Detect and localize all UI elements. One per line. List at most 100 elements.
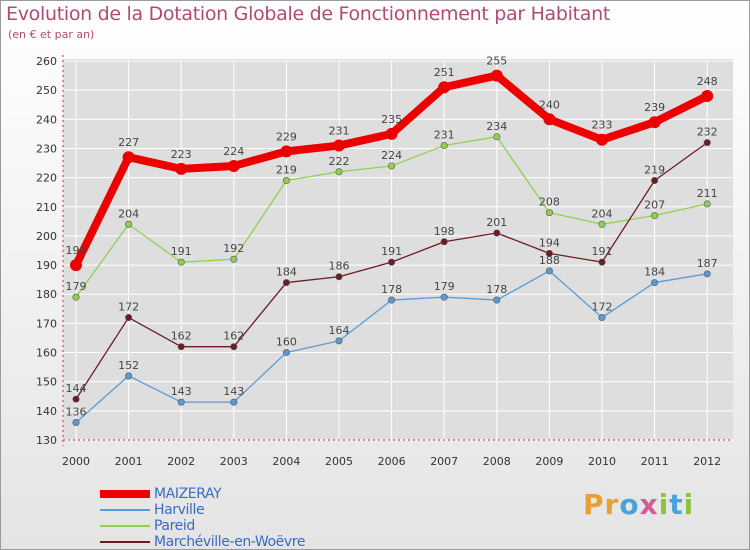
data-point [282,177,290,185]
data-label: 204 [118,207,139,220]
y-tick-label: 130 [36,434,57,447]
data-point [648,116,661,129]
y-tick-label: 230 [36,142,57,155]
data-point [175,162,188,175]
data-label: 248 [697,75,718,88]
x-tick-label: 2009 [535,455,563,468]
data-point [388,162,396,170]
y-tick-label: 160 [36,347,57,360]
data-point [385,127,398,140]
data-point [125,314,133,322]
data-label: 144 [66,382,87,395]
data-label: 162 [171,330,192,343]
data-point [493,296,501,304]
plot-area [63,59,733,440]
x-tick-label: 2004 [272,455,300,468]
data-point [122,151,135,164]
data-label: 227 [118,136,139,149]
x-tick-label: 2006 [378,455,406,468]
legend-label: MAIZERAY [154,486,222,502]
data-point [440,142,448,150]
y-tick-label: 220 [36,172,57,185]
data-point [703,200,711,208]
data-point [493,133,501,141]
data-label: 239 [644,101,665,114]
legend-swatch [100,490,150,498]
x-tick-label: 2007 [430,455,458,468]
data-point [230,343,238,351]
data-label: 178 [381,283,402,296]
x-tick-label: 2008 [483,455,511,468]
data-label: 231 [434,129,455,142]
data-label: 143 [223,385,244,398]
data-label: 187 [697,257,718,270]
data-label: 234 [486,120,507,133]
data-label: 201 [486,216,507,229]
y-tick-label: 180 [36,288,57,301]
data-point [651,177,659,185]
legend-item: Marchéville-en-Woëvre [100,534,305,550]
data-label: 191 [171,245,192,258]
y-tick-label: 240 [36,113,57,126]
x-tick-label: 2011 [641,455,669,468]
data-point [177,258,185,266]
data-point [230,255,238,263]
data-label: 240 [539,98,560,111]
data-label: 235 [381,113,402,126]
data-label: 160 [276,336,297,349]
data-label: 179 [66,280,87,293]
y-tick-label: 260 [36,55,57,68]
data-label: 190 [66,244,87,257]
data-point [545,209,553,217]
y-tick-label: 250 [36,84,57,97]
data-point [490,69,503,82]
y-tick-label: 170 [36,317,57,330]
data-label: 143 [171,385,192,398]
data-label: 222 [329,155,350,168]
data-label: 192 [223,242,244,255]
data-point [333,139,345,152]
data-label: 172 [118,301,139,314]
legend-label: Harville [154,502,205,518]
data-point [701,89,714,102]
data-label: 224 [381,149,402,162]
data-point [598,258,606,266]
data-label: 186 [329,260,350,273]
data-label: 229 [276,130,297,143]
data-label: 211 [697,187,718,200]
y-tick-label: 210 [36,201,57,214]
data-label: 172 [592,301,613,314]
x-tick-label: 2010 [588,455,616,468]
data-point [651,279,659,287]
data-label: 198 [434,225,455,238]
data-point [335,168,343,176]
x-tick-label: 2001 [115,455,143,468]
data-label: 223 [171,148,192,161]
data-label: 191 [381,245,402,258]
y-tick-label: 150 [36,376,57,389]
data-point [280,145,293,158]
data-label: 188 [539,254,560,267]
y-tick-label: 140 [36,405,57,418]
data-point [72,419,80,427]
legend-swatch [100,541,150,543]
data-label: 231 [329,125,350,138]
x-tick-label: 2002 [167,455,195,468]
data-point [125,220,133,228]
data-label: 251 [434,66,455,79]
x-tick-label: 2000 [62,455,90,468]
data-point [335,337,343,345]
data-point [543,113,556,126]
data-point [598,314,606,322]
data-label: 191 [592,245,613,258]
legend-label: Pareid [154,518,195,534]
data-label: 184 [644,266,665,279]
data-label: 219 [644,164,665,177]
proxiti-logo: Proxiti [583,488,695,521]
legend-item: MAIZERAY [100,486,222,502]
legend-item: Pareid [100,518,195,534]
legend-item: Harville [100,502,205,518]
data-point [388,258,396,266]
legend-swatch [100,525,150,527]
